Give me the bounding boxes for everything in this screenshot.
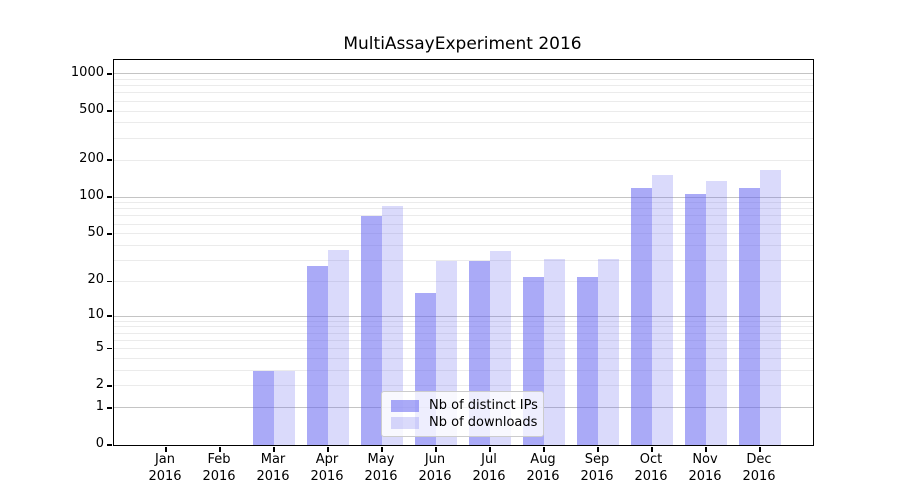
legend-swatch-downloads (391, 416, 419, 429)
gridline-minor (114, 348, 813, 350)
legend: Nb of distinct IPs Nb of downloads (381, 391, 544, 437)
y-tick-label: 20 (87, 272, 104, 288)
y-axis-tick (107, 73, 112, 75)
x-tick-label: Oct 2016 (634, 452, 668, 484)
x-axis-tick (705, 447, 707, 452)
x-axis-tick (543, 447, 545, 452)
y-axis-tick (107, 110, 112, 112)
y-tick-label: 500 (79, 102, 104, 118)
gridline-minor (114, 332, 813, 334)
y-axis-tick (107, 444, 112, 446)
y-axis-tick (107, 196, 112, 198)
y-axis-tick (107, 280, 112, 283)
gridline-minor (114, 370, 813, 372)
bar-downloads-oct (652, 174, 673, 445)
y-tick-label: 10 (87, 307, 104, 323)
y-tick-label: 1 (95, 398, 104, 414)
bar-downloads-mar (274, 370, 295, 445)
gridline-minor (114, 320, 813, 322)
x-axis-tick (435, 447, 437, 452)
legend-label-downloads: Nb of downloads (429, 415, 538, 430)
gridline-minor (114, 92, 813, 94)
bar-distinct-ips-mar (253, 370, 274, 445)
bar-distinct-ips-apr (307, 266, 328, 445)
gridline-minor (114, 215, 813, 217)
x-tick-label: Nov 2016 (688, 452, 722, 484)
y-tick-label: 0 (95, 436, 104, 451)
bar-distinct-ips-sep (577, 276, 598, 445)
gridline-minor (114, 110, 813, 112)
y-axis-tick (107, 347, 112, 350)
bar-distinct-ips-dec (739, 188, 760, 445)
x-tick-label: Feb 2016 (202, 452, 236, 484)
x-axis-tick (597, 447, 599, 452)
x-tick-label: May 2016 (364, 452, 398, 484)
x-axis-tick (489, 447, 491, 452)
gridline-major (114, 315, 813, 317)
x-tick-label: Jan 2016 (148, 452, 182, 484)
gridline-minor (114, 100, 813, 102)
gridline-minor (114, 79, 813, 80)
x-axis-tick (219, 447, 221, 452)
gridline-minor (114, 280, 813, 282)
y-tick-label: 100 (79, 188, 104, 204)
bar-distinct-ips-may (361, 216, 382, 445)
gridline-minor (114, 385, 813, 387)
x-tick-label: Sep 2016 (580, 452, 614, 484)
x-tick-label: Mar 2016 (256, 452, 290, 484)
legend-swatch-distinct-ips (391, 399, 419, 412)
gridline-minor (114, 159, 813, 161)
legend-entry-downloads: Nb of downloads (391, 415, 538, 430)
gridline-minor (114, 223, 813, 225)
gridline-minor (114, 358, 813, 360)
x-axis-tick (759, 447, 761, 452)
gridline-major (114, 73, 813, 75)
x-tick-label: Dec 2016 (742, 452, 776, 484)
x-tick-label: Apr 2016 (310, 452, 344, 484)
gridline-minor (114, 339, 813, 341)
y-tick-label: 2 (95, 376, 104, 392)
y-tick-label: 1000 (70, 64, 104, 80)
x-tick-label: Aug 2016 (526, 452, 560, 484)
gridline-minor (114, 244, 813, 246)
bar-downloads-aug (544, 258, 565, 445)
bar-downloads-apr (328, 249, 349, 445)
bar-downloads-may (382, 205, 403, 445)
gridline-minor (114, 137, 813, 139)
y-axis-tick (107, 385, 112, 387)
gridline-minor (114, 208, 813, 210)
x-tick-label: Jun 2016 (418, 452, 452, 484)
x-axis-tick (165, 447, 167, 452)
bar-distinct-ips-nov (685, 194, 706, 445)
gridline-minor (114, 326, 813, 328)
gridline-minor (114, 122, 813, 124)
y-axis-tick (107, 233, 112, 235)
x-axis-tick (381, 447, 383, 452)
y-tick-label: 50 (87, 224, 104, 240)
y-axis-tick (107, 159, 112, 161)
plot-area: Nb of distinct IPs Nb of downloads (107, 59, 814, 452)
y-axis-tick (107, 315, 112, 317)
legend-label-distinct-ips: Nb of distinct IPs (429, 398, 538, 413)
y-axis-tick (107, 407, 112, 409)
gridline-minor (114, 260, 813, 262)
chart-title: MultiAssayExperiment 2016 (343, 34, 582, 54)
x-axis-tick (327, 447, 329, 452)
bar-downloads-nov (706, 181, 727, 445)
bar-downloads-sep (598, 258, 619, 445)
bar-distinct-ips-oct (631, 187, 652, 445)
gridline-major (114, 196, 813, 198)
bar-downloads-dec (760, 170, 781, 445)
y-tick-label: 200 (79, 151, 104, 167)
gridline-minor (114, 202, 813, 204)
x-tick-label: Jul 2016 (472, 452, 506, 484)
gridline-minor (114, 233, 813, 235)
x-axis-tick (273, 447, 275, 452)
gridline-minor (114, 85, 813, 87)
x-axis-tick (651, 447, 653, 452)
legend-entry-distinct-ips: Nb of distinct IPs (391, 398, 538, 413)
y-tick-label: 5 (95, 339, 104, 355)
